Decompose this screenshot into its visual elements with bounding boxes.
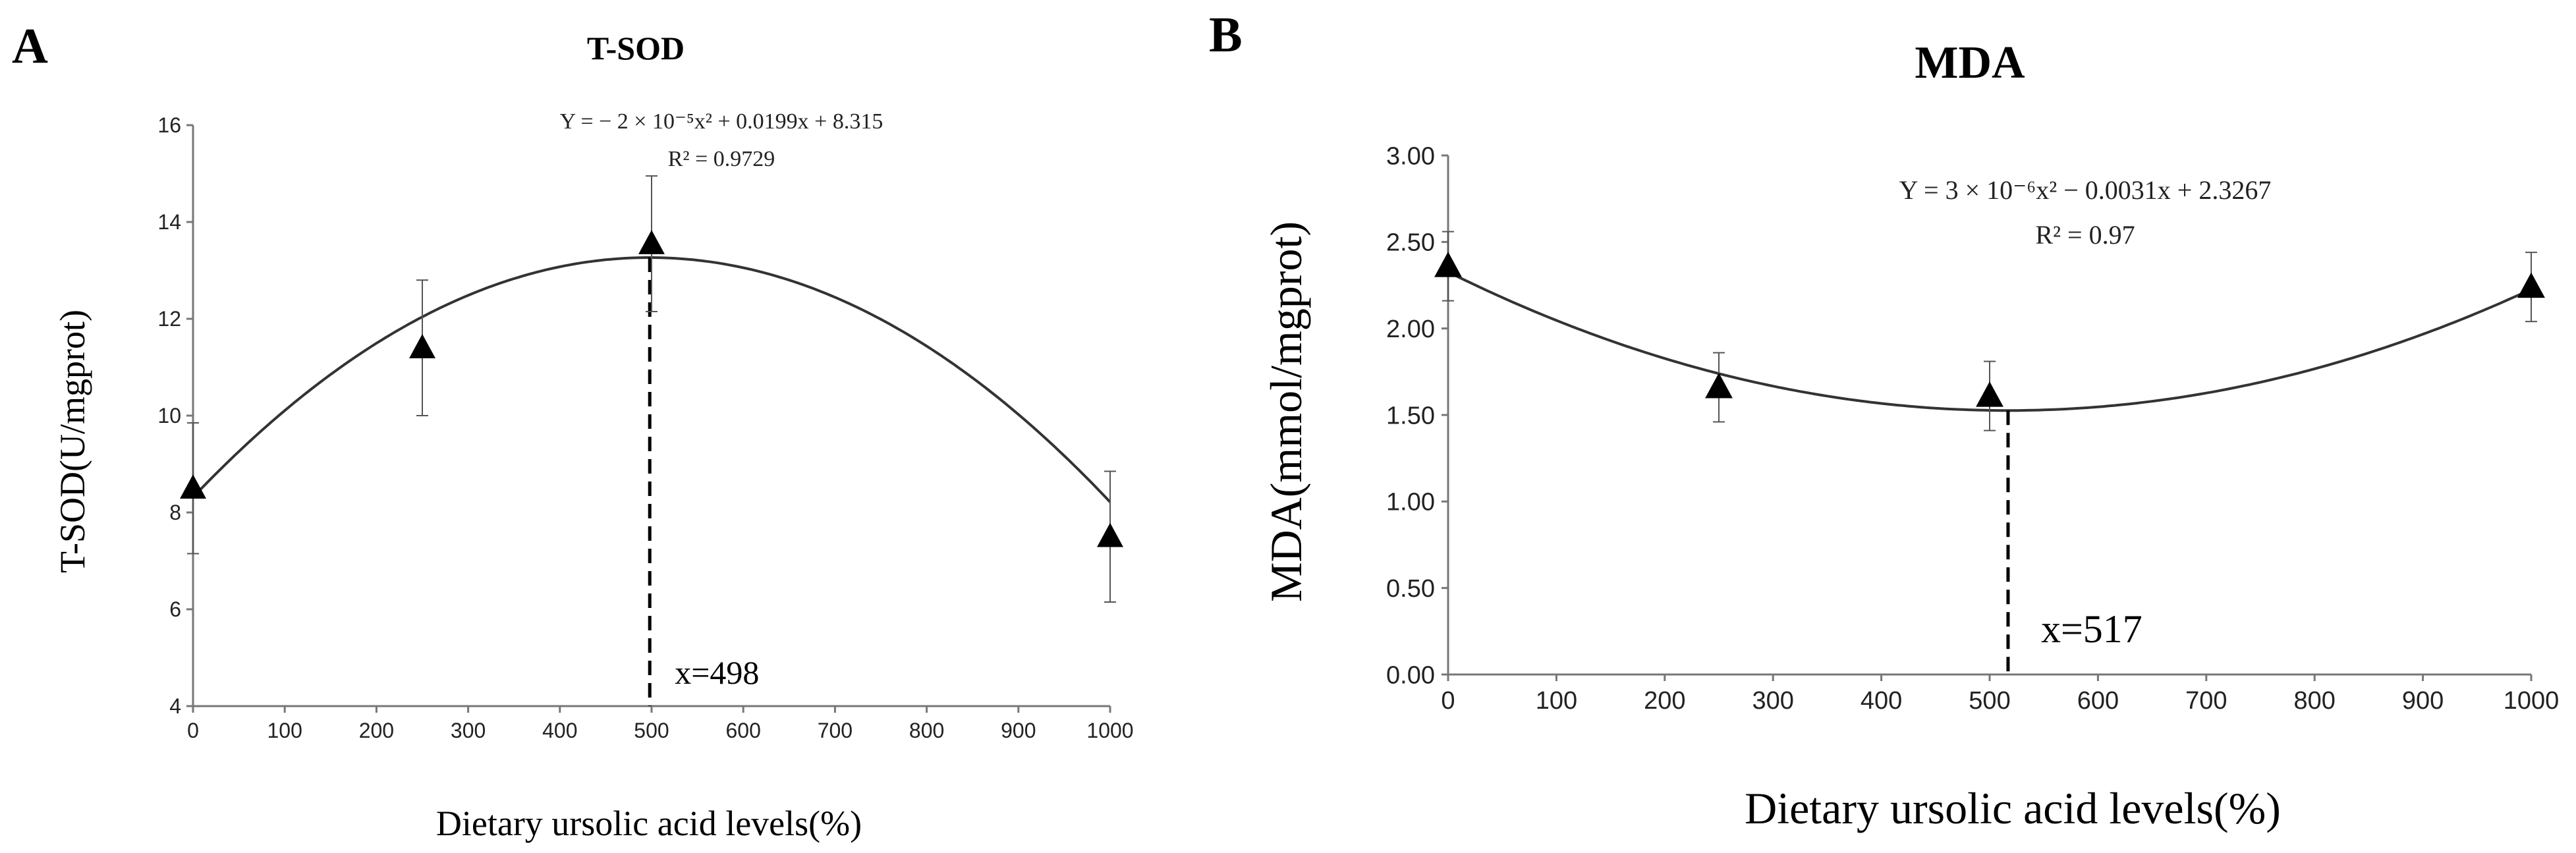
data-point-triangle — [180, 474, 206, 499]
y-tick-label: 1.00 — [1386, 489, 1435, 516]
fit-equation: Y = 3 × 10⁻⁶x² − 0.0031x + 2.3267 — [1899, 175, 2272, 205]
panel-b: B MDA Y = 3 × 10⁻⁶x² − 0.0031x + 2.3267 … — [1209, 7, 2559, 833]
x-tick-label: 900 — [1001, 719, 1036, 742]
data-point-triangle — [1705, 372, 1733, 399]
r-squared: R² = 0.97 — [2035, 220, 2135, 250]
y-tick-label: 10 — [157, 404, 181, 427]
x-tick-label: 500 — [1969, 687, 2010, 715]
panel-letter-a: A — [12, 18, 48, 74]
x-tick-label: 800 — [909, 719, 944, 742]
x-tick-label: 300 — [1752, 687, 1793, 715]
y-tick-label: 4 — [169, 694, 181, 718]
data-point-triangle — [2517, 272, 2545, 298]
x-tick-label: 1000 — [2504, 687, 2560, 715]
x-tick-label: 200 — [1644, 687, 1685, 715]
y-tick-label: 12 — [157, 307, 181, 331]
x-tick-label: 100 — [1536, 687, 1577, 715]
x-tick-label: 0 — [1441, 687, 1455, 715]
x-tick-label: 900 — [2402, 687, 2444, 715]
r-squared: R² = 0.9729 — [668, 147, 775, 171]
x-tick-label: 100 — [267, 719, 302, 742]
x-tick-label: 500 — [634, 719, 669, 742]
y-tick-label: 1.50 — [1386, 402, 1435, 429]
y-tick-label: 2.50 — [1386, 229, 1435, 257]
y-tick-label: 0.50 — [1386, 575, 1435, 603]
y-axis-label: MDA(mmol/mgprot) — [1261, 221, 1311, 602]
x-tick-label: 400 — [542, 719, 577, 742]
x-tick-label: 300 — [451, 719, 486, 742]
panel-a: A T-SOD Y = − 2 × 10⁻⁵x² + 0.0199x + 8.3… — [12, 18, 1134, 843]
data-point-triangle — [638, 230, 665, 254]
data-point-triangle — [1976, 381, 2003, 407]
panel-letter-b: B — [1209, 7, 1243, 63]
x-axis-label: Dietary ursolic acid levels(%) — [436, 804, 862, 843]
data-point-triangle — [1434, 252, 1462, 277]
y-tick-label: 0.00 — [1386, 661, 1435, 689]
plot-area: 4 6 8 10 12 14 16 0 100 200 300 400 500 600 700 800 900 1… — [157, 113, 1133, 742]
y-tick-label: 6 — [169, 597, 181, 621]
x-tick-label: 600 — [2077, 687, 2119, 715]
y-tick-label: 3.00 — [1386, 142, 1435, 170]
x-tick-label: 0 — [187, 719, 199, 742]
data-point-triangle — [1097, 522, 1123, 547]
fit-equation: Y = − 2 × 10⁻⁵x² + 0.0199x + 8.315 — [560, 109, 883, 134]
x-tick-label: 200 — [359, 719, 394, 742]
x-tick-label: 700 — [2185, 687, 2227, 715]
x-tick-label: 400 — [1861, 687, 1902, 715]
plot-area: 0.00 0.50 1.00 1.50 2.00 2.50 3.00 0 100 200 300 40… — [1386, 142, 2559, 715]
y-tick-label: 16 — [157, 113, 181, 137]
x-tick-label: 600 — [726, 719, 761, 742]
data-point-triangle — [409, 334, 435, 358]
y-tick-label: 8 — [169, 501, 181, 524]
y-tick-label: 2.00 — [1386, 316, 1435, 343]
x-axis-label: Dietary ursolic acid levels(%) — [1745, 783, 2281, 833]
x-tick-label: 700 — [818, 719, 853, 742]
optimum-label: x=517 — [2041, 607, 2142, 651]
y-tick-label: 14 — [157, 210, 181, 234]
optimum-label: x=498 — [675, 654, 759, 691]
chart-title: MDA — [1915, 38, 2025, 88]
y-axis-label: T-SOD(U/mgprot) — [53, 310, 92, 573]
x-tick-label: 800 — [2293, 687, 2335, 715]
x-tick-label: 1000 — [1086, 719, 1133, 742]
chart-title: T-SOD — [587, 30, 685, 67]
